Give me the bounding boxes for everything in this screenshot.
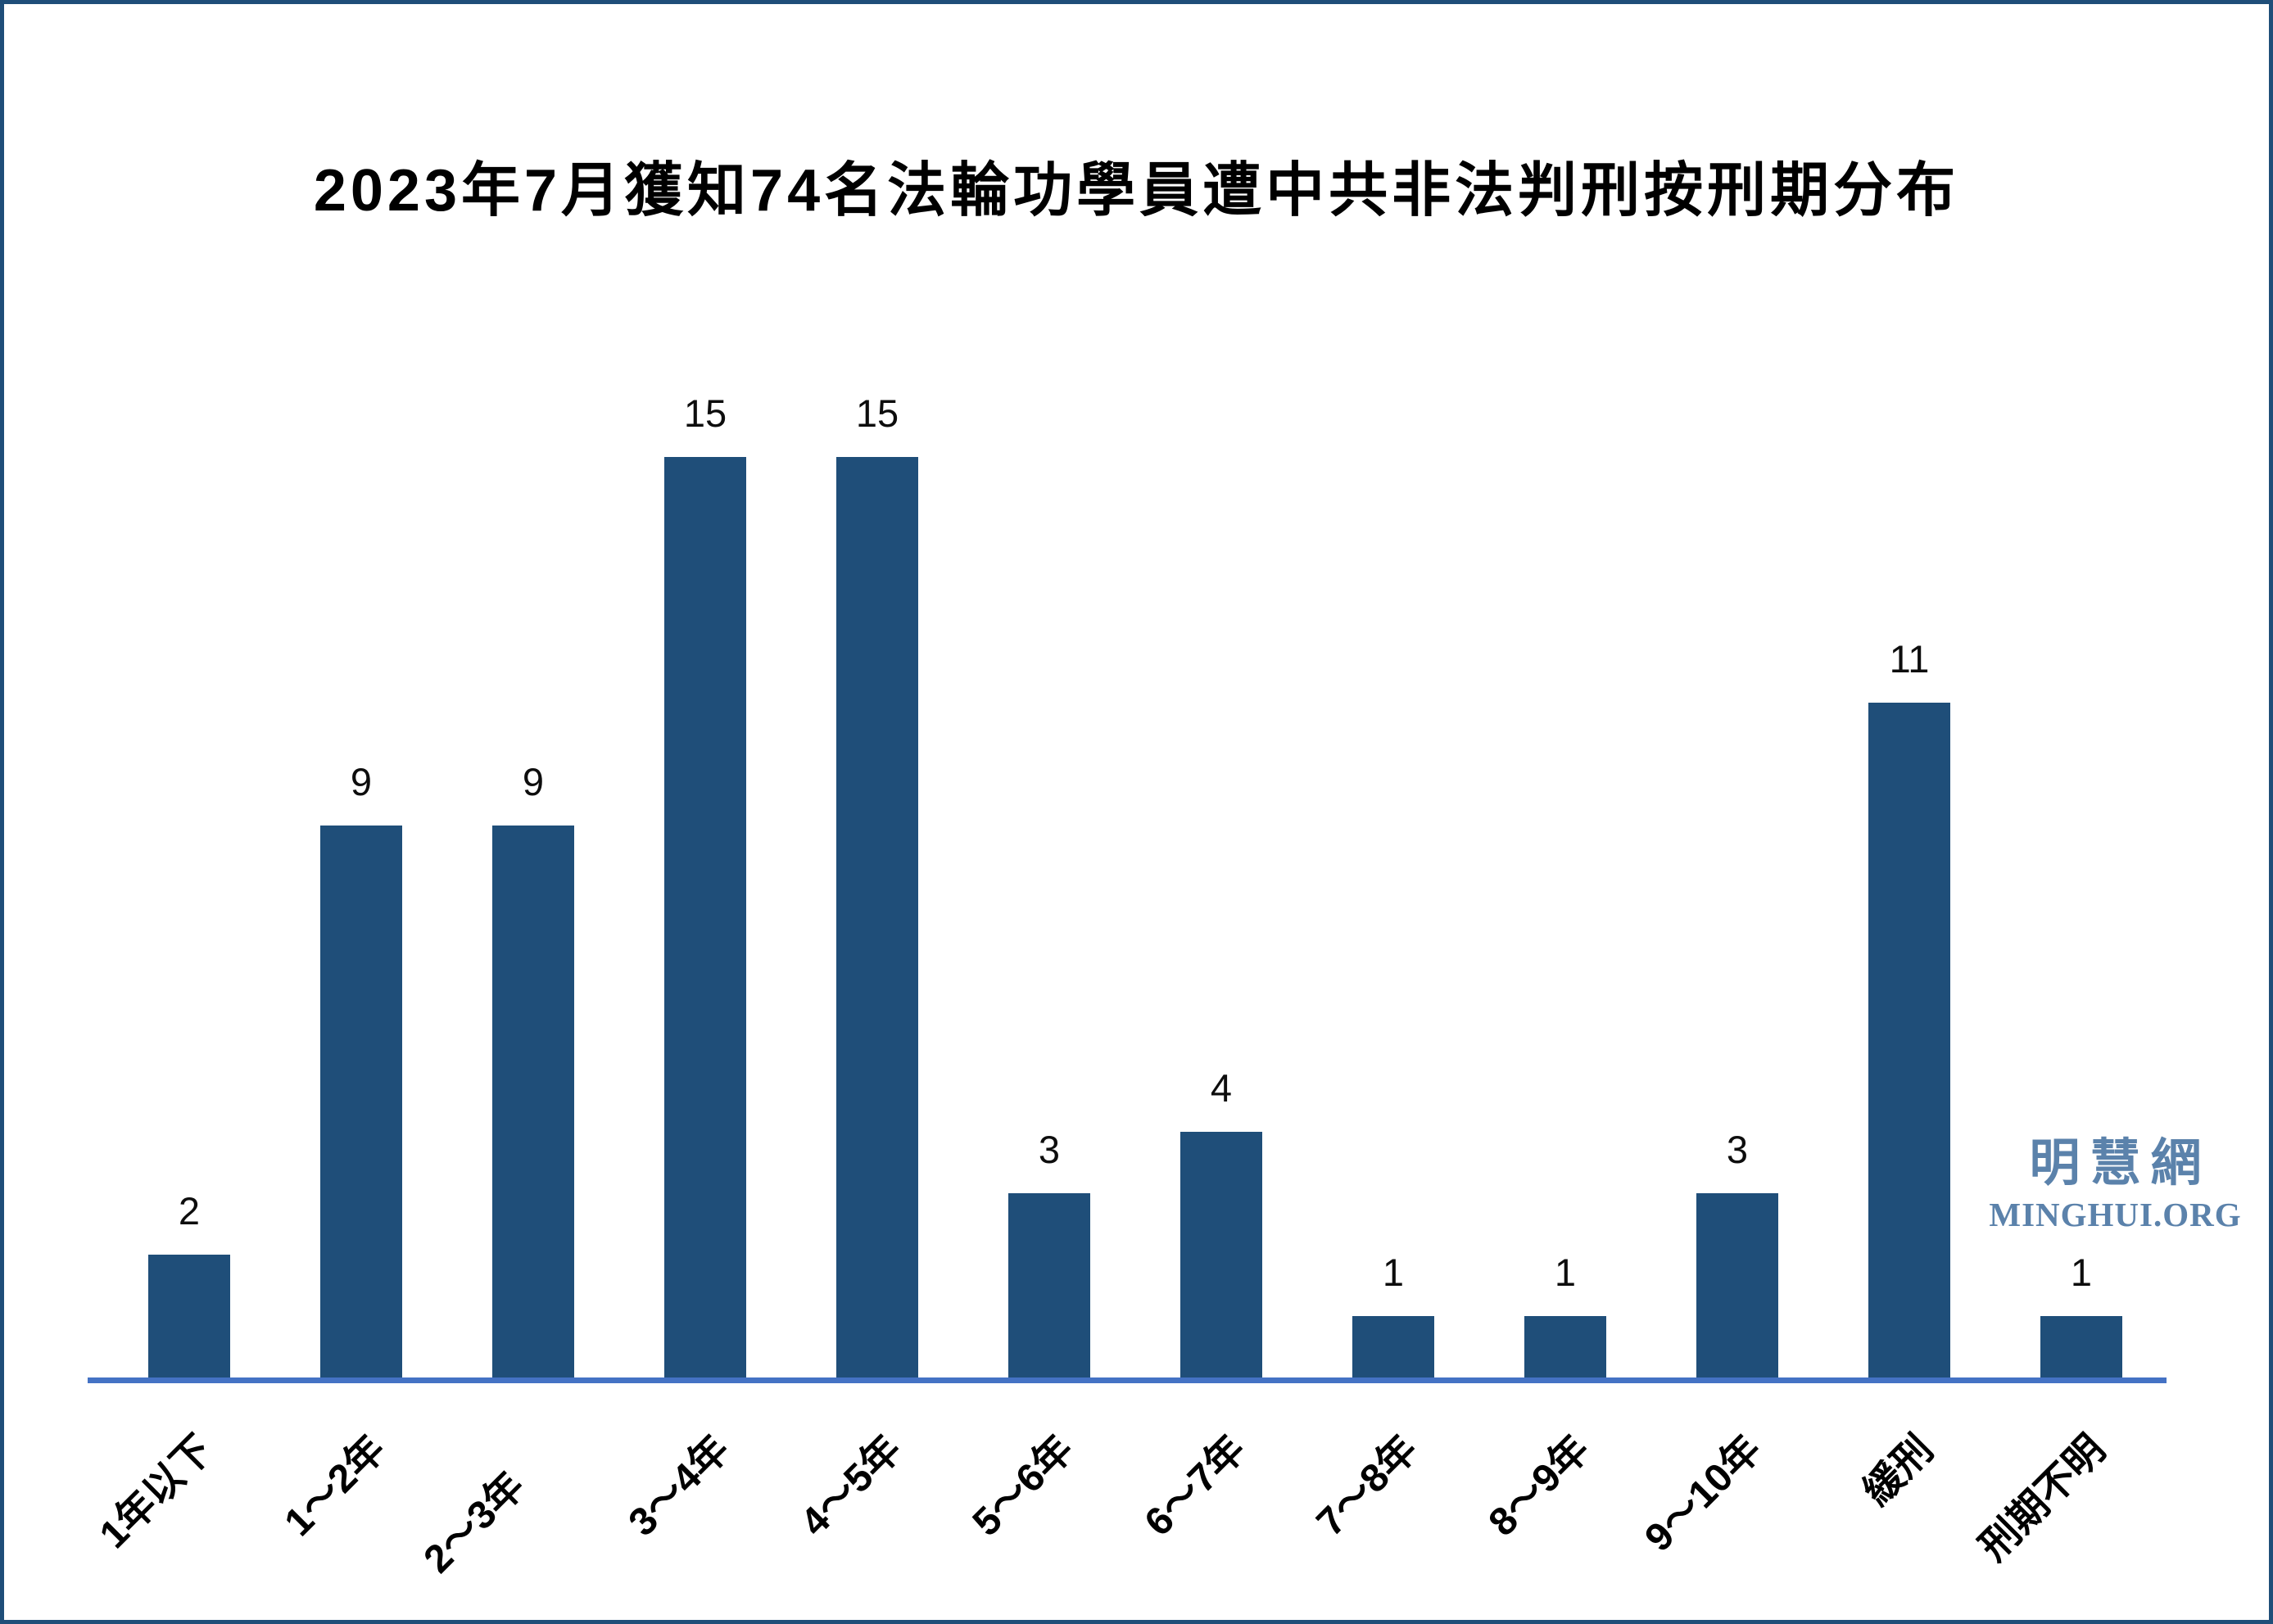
bar bbox=[1696, 1193, 1778, 1377]
x-tick-label: 7～8年 bbox=[1308, 1427, 1426, 1545]
bar-value-label: 2 bbox=[178, 1189, 201, 1233]
chart-title: 2023年7月獲知74名法輪功學員遭中共非法判刑按刑期分布 bbox=[313, 158, 1960, 224]
bar-value-label: 9 bbox=[350, 760, 373, 803]
x-tick-label: 5～6年 bbox=[964, 1427, 1082, 1545]
plot-area: 2023年7月獲知74名法輪功學員遭中共非法判刑按刑期分布 2 9 9 15 15 3 4 1… bbox=[4, 4, 2269, 1620]
bar-value-label: 1 bbox=[1554, 1251, 1577, 1294]
bar-value-label: 3 bbox=[1726, 1128, 1749, 1171]
bar bbox=[148, 1255, 230, 1377]
bar-value-label: 1 bbox=[1382, 1251, 1405, 1294]
bar bbox=[836, 457, 918, 1377]
bar bbox=[1868, 703, 1950, 1377]
x-tick-label: 1年以下 bbox=[92, 1427, 222, 1558]
bar-value-label: 15 bbox=[855, 391, 899, 435]
x-tick-label: 刑期不明 bbox=[1972, 1427, 2114, 1570]
bar bbox=[2040, 1316, 2122, 1377]
x-tick-label: 8～9年 bbox=[1480, 1427, 1598, 1545]
bar-value-label: 3 bbox=[1038, 1128, 1061, 1171]
minghui-logo-cjk-text: 明慧網 bbox=[2029, 1135, 2212, 1192]
bar bbox=[320, 826, 402, 1377]
bar bbox=[1524, 1316, 1606, 1377]
bar-value-label: 9 bbox=[522, 760, 545, 803]
bar bbox=[664, 457, 746, 1377]
minghui-logo-latin-text: MINGHUI.ORG bbox=[1989, 1196, 2242, 1234]
minghui-watermark: 明慧網 MINGHUI.ORG bbox=[1986, 1135, 2244, 1234]
x-axis-line bbox=[88, 1377, 2167, 1383]
bar bbox=[1008, 1193, 1090, 1377]
bar-value-label: 1 bbox=[2070, 1251, 2093, 1294]
bar-value-label: 11 bbox=[1889, 637, 1930, 681]
x-tick-label: 3～4年 bbox=[620, 1427, 738, 1545]
x-tick-label: 2～3年 bbox=[415, 1463, 533, 1582]
bar bbox=[1180, 1132, 1262, 1377]
x-tick-label: 4～5年 bbox=[792, 1427, 910, 1545]
x-tick-label: 6～7年 bbox=[1136, 1427, 1254, 1545]
bar-value-label: 15 bbox=[683, 391, 727, 435]
bar bbox=[492, 826, 574, 1377]
x-tick-label: 9～10年 bbox=[1637, 1427, 1770, 1560]
x-tick-label: 緩刑 bbox=[1855, 1427, 1942, 1514]
x-tick-label: 1～2年 bbox=[276, 1427, 394, 1545]
bar-value-label: 4 bbox=[1210, 1066, 1233, 1110]
bar bbox=[1352, 1316, 1434, 1377]
